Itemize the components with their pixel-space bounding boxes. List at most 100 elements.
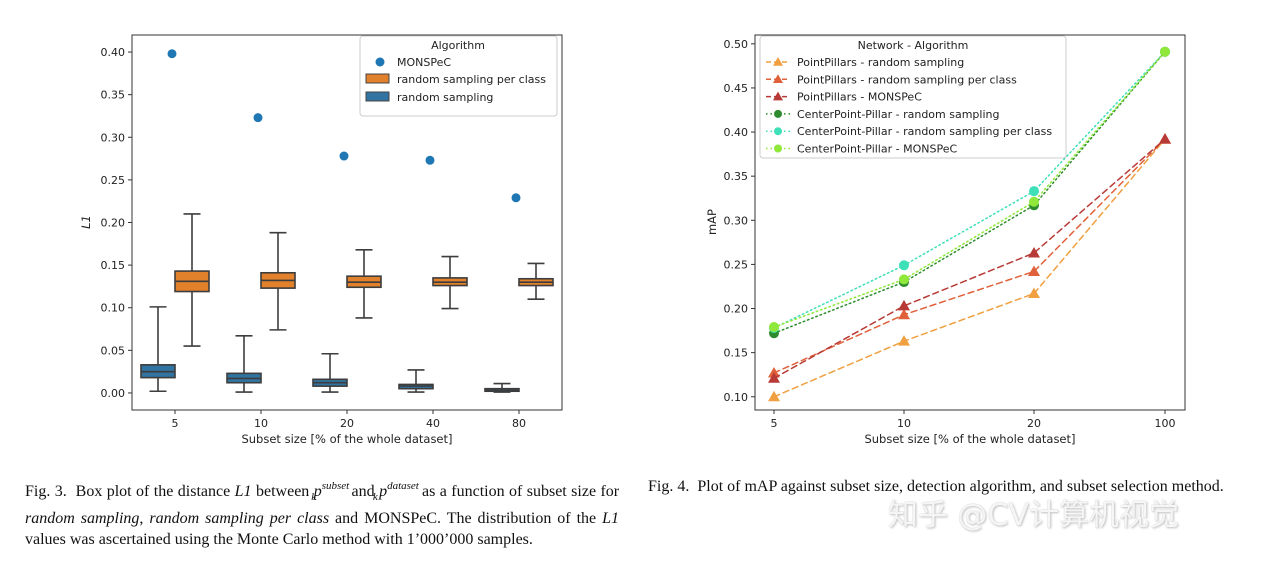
caption-text: as bbox=[421, 483, 436, 500]
y-tick-label: 0.10 bbox=[724, 391, 749, 404]
caption-math: subset bbox=[321, 480, 350, 492]
y-tick-label: 0.20 bbox=[724, 303, 749, 316]
data-point bbox=[1028, 265, 1040, 276]
box-random-sampling-per-class bbox=[174, 213, 210, 347]
data-point bbox=[768, 390, 780, 402]
legend-marker bbox=[774, 109, 782, 118]
data-point bbox=[898, 308, 910, 320]
y-tick-label: 0.00 bbox=[101, 387, 126, 400]
fig3-label: Fig. 3. bbox=[25, 483, 67, 500]
y-tick-label: 0.40 bbox=[724, 126, 749, 139]
figure-4-caption: Fig. 4. Plot of mAP against subset size,… bbox=[648, 476, 1242, 497]
y-tick-label: 0.10 bbox=[101, 302, 126, 315]
x-tick-label: 100 bbox=[1155, 417, 1176, 430]
caption-emph: random sampling bbox=[25, 510, 140, 527]
legend-entry-monspec: MONSPeC bbox=[397, 56, 451, 69]
legend-marker-monspec bbox=[375, 57, 385, 67]
x-tick-label: 80 bbox=[512, 417, 526, 430]
y-axis-fig4: 0.10 0.15 0.20 0.25 0.30 0.35 0.40 0.45 0.50 bbox=[724, 38, 755, 404]
caption-math: L1 bbox=[234, 483, 252, 500]
x-tick-label: 5 bbox=[771, 417, 778, 430]
box-random-sampling bbox=[140, 306, 176, 393]
legend-entry-per-class: random sampling per class bbox=[397, 73, 546, 86]
data-point bbox=[898, 299, 910, 311]
x-tick-label: 40 bbox=[426, 417, 440, 430]
series-2 bbox=[768, 133, 1171, 383]
monspec-point bbox=[425, 155, 435, 165]
box-random-sampling bbox=[226, 335, 262, 393]
caption-math: dataset bbox=[387, 480, 419, 492]
series-line bbox=[773, 138, 1166, 398]
caption-text: between bbox=[255, 483, 310, 500]
monspec-point bbox=[511, 193, 521, 203]
caption-math: p bbox=[379, 483, 388, 500]
y-tick-label: 0.35 bbox=[101, 89, 126, 102]
data-point bbox=[1029, 196, 1039, 207]
data-point bbox=[899, 274, 909, 285]
legend-fig4: Network - Algorithm PointPillars - rando… bbox=[759, 35, 1067, 159]
legend-marker bbox=[774, 127, 782, 136]
x-axis-label-fig3: Subset size [% of the whole dataset] bbox=[241, 432, 452, 446]
box-random-sampling-per-class bbox=[518, 262, 554, 301]
x-axis-fig3: 5 10 20 40 80 bbox=[172, 410, 526, 430]
line-marks-fig4 bbox=[768, 46, 1171, 402]
data-point bbox=[899, 260, 909, 271]
box-random-sampling bbox=[312, 352, 348, 393]
data-point bbox=[898, 335, 910, 346]
x-tick-label: 10 bbox=[254, 417, 268, 430]
legend-fig3: Algorithm MONSPeC random sampling per cl… bbox=[359, 35, 558, 117]
box-random-sampling-per-class bbox=[432, 255, 468, 310]
box-random-sampling-per-class bbox=[346, 248, 382, 319]
data-point bbox=[1028, 246, 1040, 258]
legend-marker bbox=[773, 74, 783, 84]
x-tick-label: 5 bbox=[172, 417, 179, 430]
legend-swatch-random bbox=[365, 91, 390, 102]
monspec-point bbox=[167, 49, 177, 59]
legend-title-fig3: Algorithm bbox=[431, 39, 485, 52]
y-tick-label: 0.45 bbox=[724, 82, 749, 95]
box-random-sampling bbox=[398, 369, 434, 393]
y-tick-label: 0.30 bbox=[101, 131, 126, 144]
caption-math: k bbox=[311, 491, 317, 503]
legend-entry: PointPillars - MONSPeC bbox=[797, 91, 922, 104]
series-5 bbox=[769, 46, 1170, 333]
x-tick-label: 20 bbox=[340, 417, 354, 430]
data-point bbox=[768, 372, 780, 383]
y-tick-label: 0.15 bbox=[724, 347, 749, 360]
legend-entry: CenterPoint-Pillar - random sampling per… bbox=[797, 125, 1052, 138]
box-random-sampling-per-class bbox=[260, 231, 296, 331]
fig4-label: Fig. 4. bbox=[648, 478, 690, 495]
x-tick-label: 20 bbox=[1027, 417, 1041, 430]
caption-math: k bbox=[372, 491, 378, 503]
monspec-point bbox=[253, 113, 263, 123]
y-tick-label: 0.20 bbox=[101, 217, 126, 230]
x-tick-label: 10 bbox=[897, 417, 911, 430]
legend-entry: PointPillars - random sampling bbox=[797, 56, 964, 69]
y-tick-label: 0.15 bbox=[101, 259, 126, 272]
legend-swatch-per-class bbox=[365, 73, 390, 84]
series-line bbox=[773, 51, 1166, 328]
data-point bbox=[1160, 46, 1170, 57]
legend-entry-random: random sampling bbox=[397, 91, 493, 104]
caption-text: , bbox=[139, 510, 144, 527]
data-point bbox=[1028, 287, 1040, 299]
box-marks-fig3 bbox=[140, 49, 554, 393]
y-tick-label: 0.40 bbox=[101, 46, 126, 59]
figure-3-caption: Fig. 3. Box plot of the distance L1 betw… bbox=[25, 476, 619, 550]
caption-text: values was ascertained using the Monte C… bbox=[25, 531, 533, 548]
y-axis-label-fig4: mAP bbox=[705, 209, 719, 235]
y-tick-label: 0.25 bbox=[101, 174, 126, 187]
series-line bbox=[773, 51, 1166, 334]
x-axis-fig4: 5 10 20 100 bbox=[771, 410, 1176, 430]
figure-canvas: 0.00 0.05 0.10 0.15 0.20 0.25 0.30 0.35 0.40 5 10… bbox=[79, 34, 1186, 446]
legend-entry: PointPillars - random sampling per class bbox=[797, 73, 1017, 86]
data-point bbox=[1029, 186, 1039, 197]
legend-entry: CenterPoint-Pillar - MONSPeC bbox=[797, 143, 957, 156]
series-line bbox=[773, 51, 1166, 329]
line-plot-figure: 0.10 0.15 0.20 0.25 0.30 0.35 0.40 0.45 0.50 5 10… bbox=[705, 34, 1186, 446]
y-tick-label: 0.30 bbox=[724, 214, 749, 227]
series-line bbox=[773, 138, 1166, 379]
data-point bbox=[1159, 133, 1171, 144]
y-tick-label: 0.05 bbox=[101, 344, 126, 357]
y-axis-label-fig3: L1 bbox=[79, 215, 93, 229]
